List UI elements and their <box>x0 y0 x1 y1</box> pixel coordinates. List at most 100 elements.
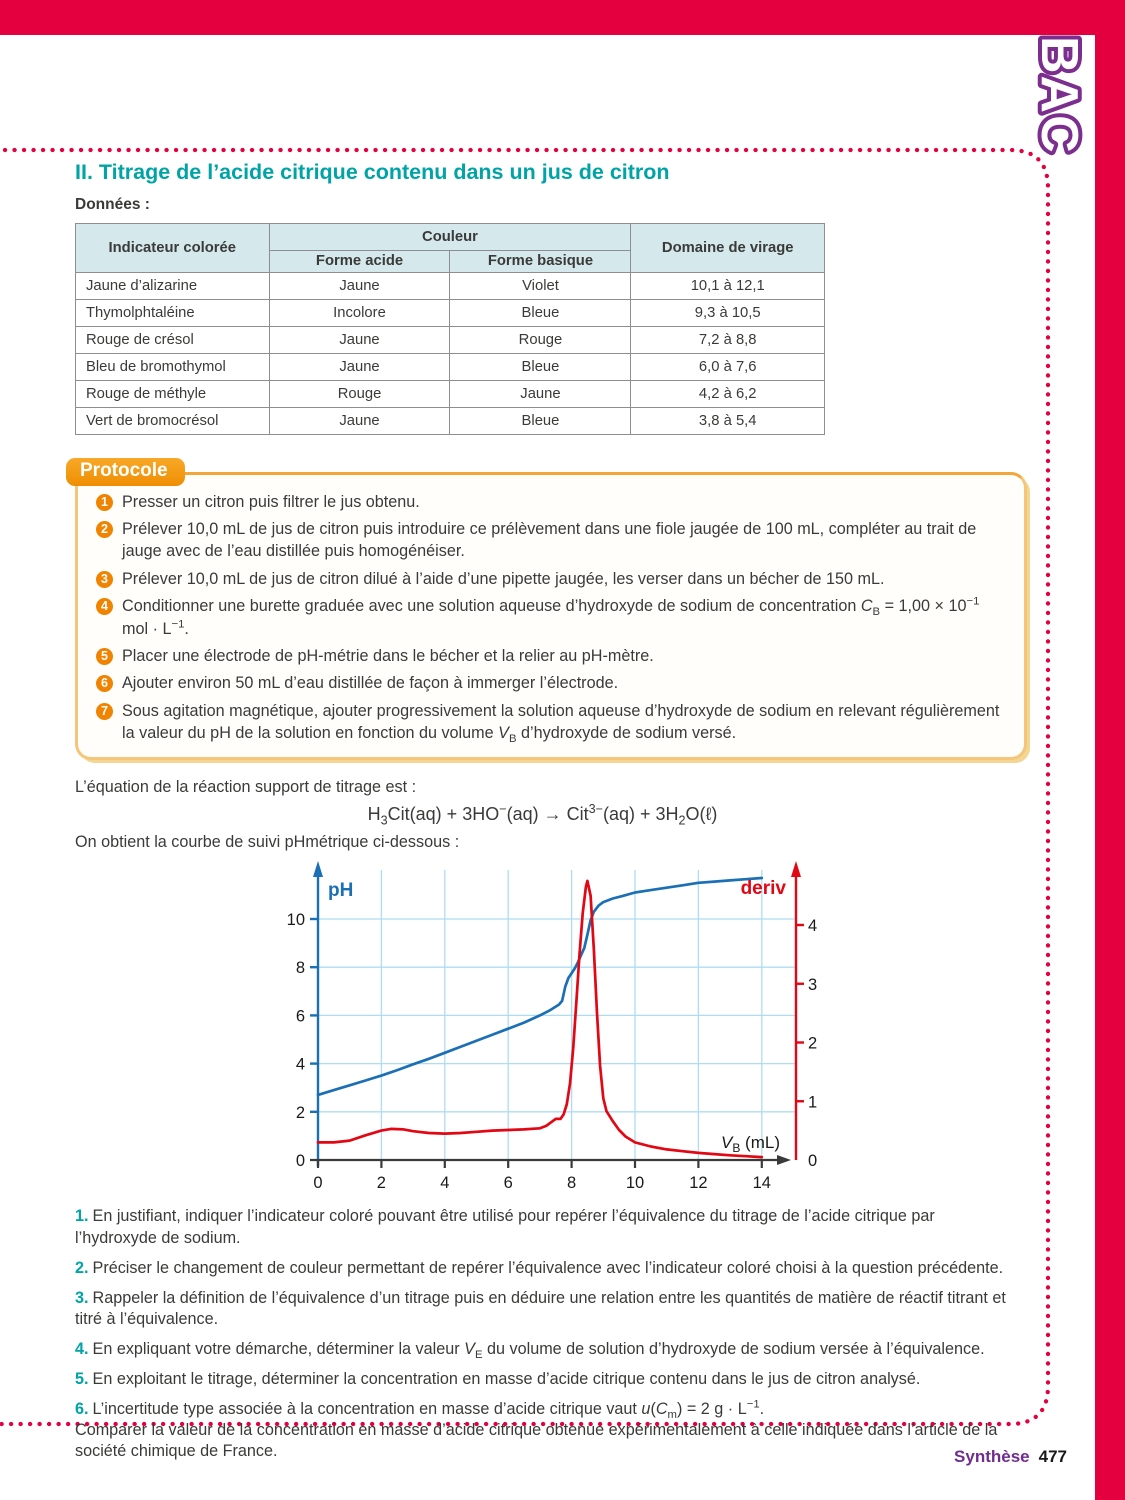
table-cell: Vert de bromocrésol <box>75 406 270 435</box>
table-cell: Jaune d’alizarine <box>75 271 270 300</box>
bac-label: BAC <box>1030 36 1088 155</box>
table-cell: Bleue <box>449 406 632 435</box>
svg-text:6: 6 <box>504 1174 513 1192</box>
table-row: Vert de bromocrésol Jaune Bleue 3,8 à 5,… <box>75 406 825 435</box>
step-text: Prélever 10,0 mL de jus de citron puis i… <box>122 520 977 561</box>
question-number: 2. <box>75 1258 89 1277</box>
question-item: 1. En justifiant, indiquer l’indicateur c… <box>75 1206 1010 1248</box>
question-item: 4. En expliquant votre démarche, détermin… <box>75 1339 1010 1361</box>
svg-text:14: 14 <box>753 1174 771 1192</box>
table-cell: Jaune <box>268 352 451 381</box>
question-item: 5. En exploitant le titrage, déterminer l… <box>75 1369 1010 1390</box>
table-row: Jaune d’alizarine Jaune Violet 10,1 à 12… <box>75 271 825 300</box>
table-row: Rouge de crésol Jaune Rouge 7,2 à 8,8 <box>75 325 825 354</box>
table-cell: Incolore <box>268 298 451 327</box>
protocole-box: Protocole 1 Presser un citron puis filtr… <box>66 457 1027 761</box>
question-text: En exploitant le titrage, déterminer la … <box>92 1369 921 1388</box>
col-header-domaine: Domaine de virage <box>630 222 825 273</box>
question-text: L’incertitude type associée à la concent… <box>75 1398 998 1460</box>
svg-text:10: 10 <box>626 1174 644 1192</box>
step-number-badge: 5 <box>96 647 113 665</box>
step-number-badge: 6 <box>96 675 113 693</box>
svg-text:12: 12 <box>689 1174 707 1192</box>
svg-text:3: 3 <box>808 976 817 994</box>
col-header-indicateur: Indicateur colorée <box>75 222 270 273</box>
curve-pH <box>316 877 764 1097</box>
step-number-badge: 7 <box>96 702 113 720</box>
question-text: En expliquant votre démarche, déterminer… <box>92 1339 985 1361</box>
step-number-badge: 1 <box>96 493 113 511</box>
deriv-axis <box>791 861 804 1161</box>
equation-outro: On obtient la courbe de suivi pHmétrique… <box>75 833 460 852</box>
table-cell: Jaune <box>268 406 451 435</box>
step-number-badge: 3 <box>96 570 113 588</box>
table-cell: 9,3 à 10,5 <box>630 298 825 327</box>
question-text: Rappeler la définition de l’équivalence … <box>75 1288 1006 1328</box>
col-header-forme-basique: Forme basique <box>449 249 632 273</box>
protocole-step: 2 Prélever 10,0 mL de jus de citron puis… <box>96 518 1006 563</box>
svg-text:10: 10 <box>287 911 305 929</box>
table-cell: Rouge <box>449 325 632 354</box>
table-cell: 4,2 à 6,2 <box>630 379 825 408</box>
table-cell: Jaune <box>268 271 451 300</box>
table-cell: Jaune <box>268 325 451 354</box>
donnees-label: Données : <box>75 195 150 213</box>
table-row: Thymolphtaléine Incolore Bleue 9,3 à 10,… <box>75 298 825 327</box>
x-axis-label: VB (mL) <box>721 1133 780 1155</box>
page-footer: Synthèse 477 <box>954 1447 1067 1467</box>
table-cell: Rouge de méthyle <box>75 379 270 408</box>
reaction-equation: H3Cit(aq) + 3HO−(aq) → Cit3−(aq) + 3H2O(… <box>367 802 718 828</box>
svg-text:4: 4 <box>808 917 817 935</box>
svg-text:1: 1 <box>808 1094 817 1112</box>
questions-list: 1. En justifiant, indiquer l’indicateur c… <box>75 1206 1010 1462</box>
table-cell: Rouge <box>268 379 451 408</box>
svg-text:8: 8 <box>567 1174 576 1192</box>
protocole-step: 5 Placer une électrode de pH-métrie dans… <box>96 645 1006 667</box>
bac-badge: BAC <box>1026 32 1092 159</box>
step-text: Sous agitation magnétique, ajouter progr… <box>122 701 1000 746</box>
protocole-step: 1 Presser un citron puis filtrer le jus … <box>96 491 1006 513</box>
table-cell: Rouge de crésol <box>75 325 270 354</box>
ph-axis-label: pH <box>328 880 353 901</box>
question-item: 3. Rappeler la définition de l’équivalenc… <box>75 1288 1010 1330</box>
protocole-step: 6 Ajouter environ 50 mL d’eau distillée … <box>96 672 1006 694</box>
col-header-forme-acide: Forme acide <box>268 249 451 273</box>
col-header-couleur: Couleur <box>268 222 632 251</box>
protocole-tab: Protocole <box>66 457 185 486</box>
question-text: En justifiant, indiquer l’indicateur col… <box>75 1207 935 1247</box>
table-cell: 7,2 à 8,8 <box>630 325 825 354</box>
svg-text:0: 0 <box>808 1152 817 1170</box>
table-cell: Bleu de bromothymol <box>75 352 270 381</box>
question-number: 1. <box>75 1207 89 1226</box>
table-cell: 6,0 à 7,6 <box>630 352 825 381</box>
footer-page-number: 477 <box>1038 1447 1067 1466</box>
table-cell: 3,8 à 5,4 <box>630 406 825 435</box>
protocole-step: 3 Prélever 10,0 mL de jus de citron dilu… <box>96 568 1006 590</box>
protocole-step: 4 Conditionner une burette graduée avec … <box>96 595 1006 640</box>
indicator-table: Indicateur colorée Couleur Domaine de vi… <box>75 222 825 435</box>
question-number: 5. <box>75 1369 89 1388</box>
page-title: II. Titrage de l’acide citrique contenu … <box>75 160 670 184</box>
svg-text:6: 6 <box>296 1008 305 1026</box>
table-row: Bleu de bromothymol Jaune Bleue 6,0 à 7,… <box>75 352 825 381</box>
step-text: Prélever 10,0 mL de jus de citron dilué … <box>122 569 885 588</box>
question-number: 3. <box>75 1288 89 1307</box>
table-cell: 10,1 à 12,1 <box>630 271 825 300</box>
table-cell: Jaune <box>449 379 632 408</box>
equation-intro: L’équation de la réaction support de tit… <box>75 778 417 797</box>
svg-text:4: 4 <box>296 1056 305 1074</box>
curve-deriv <box>316 879 764 1159</box>
x-axis <box>310 1155 791 1169</box>
svg-text:8: 8 <box>296 960 305 978</box>
table-cell: Bleue <box>449 298 632 327</box>
step-number-badge: 2 <box>96 521 113 539</box>
question-text: Préciser le changement de couleur permet… <box>92 1258 1004 1277</box>
footer-section-label: Synthèse <box>954 1447 1030 1466</box>
right-red-band <box>1095 0 1125 1500</box>
question-number: 6. <box>75 1399 89 1418</box>
question-number: 4. <box>75 1339 89 1358</box>
svg-text:0: 0 <box>296 1152 305 1170</box>
step-text: Presser un citron puis filtrer le jus ob… <box>122 492 420 511</box>
